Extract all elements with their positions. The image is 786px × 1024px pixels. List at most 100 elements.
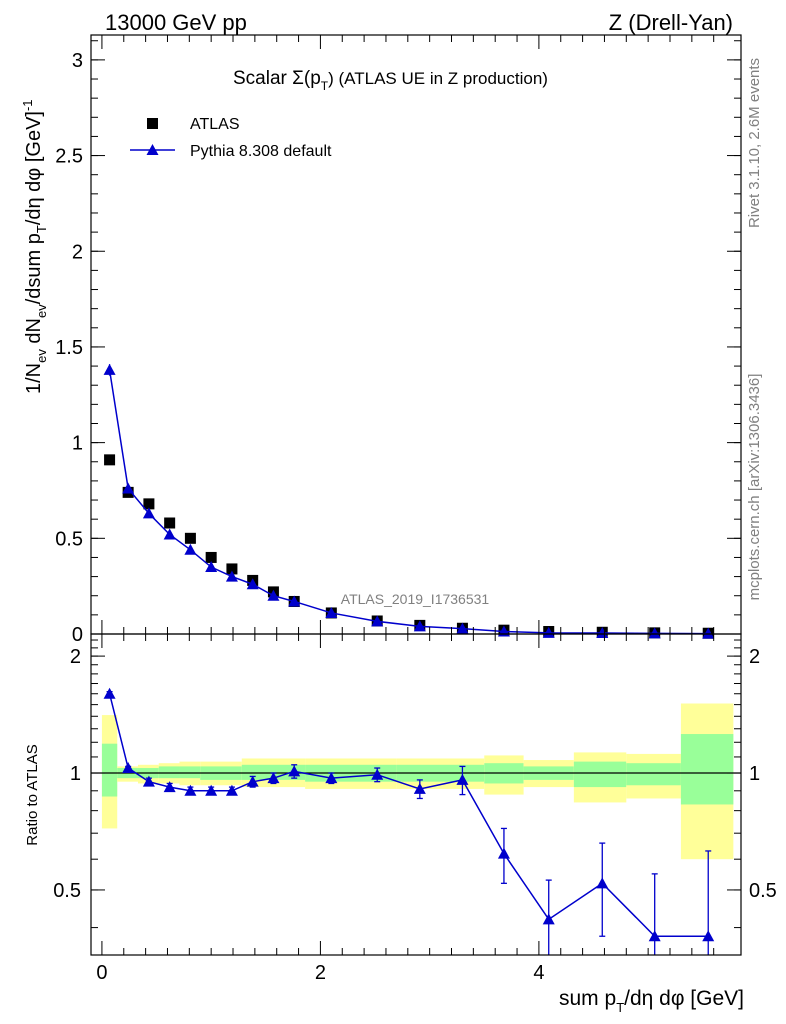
upper-ylabel-g: /dη dφ [GeV] [23, 111, 45, 225]
upper-ylabel-c: dN [23, 318, 45, 349]
legend-atlas-label: ATLAS [190, 116, 240, 133]
ratio-point-2 [142, 775, 155, 787]
ratio-point-16 [596, 877, 609, 889]
mcplots-label: mcplots.cern.ch [arXiv:1306.3436] [746, 374, 763, 601]
pythia-point-7 [246, 578, 259, 590]
pythia-point-9 [288, 595, 301, 607]
atlas-point-0 [104, 454, 116, 466]
upper-frame [90, 34, 742, 635]
pythia-point-5 [205, 561, 218, 573]
uncertainty-bands [91, 703, 741, 860]
xlabel-c: /dη dφ [GeV] [624, 987, 744, 1010]
energy-label: 13000 GeV pp [105, 10, 247, 35]
pythia-point-15 [542, 626, 555, 638]
ratio-point-13 [456, 773, 469, 785]
ratio-point-10 [325, 772, 338, 784]
upper-ytick-label-5: 2.5 [55, 146, 83, 168]
pythia-point-4 [184, 543, 197, 555]
pythia-point-10 [325, 606, 338, 618]
atlas-point-4 [184, 532, 196, 544]
lower-ytick-label-right-1: 1 [749, 763, 760, 785]
lower-ytick-label-1: 1 [70, 763, 81, 785]
ratio-point-1 [122, 762, 135, 774]
ratio-point-5 [205, 784, 218, 796]
ratio-point-4 [184, 784, 197, 796]
lower-frame [90, 633, 742, 956]
xlabel: sum pT/dη dφ [GeV] [559, 987, 744, 1015]
xtick-label-0: 0 [96, 962, 107, 984]
process-label: Z (Drell-Yan) [609, 10, 733, 35]
upper-ytick-label-6: 3 [72, 50, 83, 72]
plot-title: Scalar Σ(pT) (ATLAS UE in Z production) [233, 68, 548, 93]
pythia-point-2 [142, 507, 155, 519]
pythia-point-1 [122, 482, 135, 494]
pythia-point-17 [648, 627, 661, 639]
lower-ylabel: Ratio to ATLAS [24, 744, 41, 845]
ratio-point-3 [163, 781, 176, 793]
upper-ylabel-d: ev [34, 304, 49, 318]
lower-ytick-label-0: 0.5 [53, 880, 81, 902]
upper-ylabel-f: T [34, 225, 49, 233]
ratio-plot-data [103, 687, 715, 955]
ratio-line [108, 693, 709, 937]
band-stat-13 [680, 734, 734, 805]
band-stat-4 [179, 766, 201, 779]
ratio-point-7 [246, 775, 259, 787]
pythia-point-3 [163, 528, 176, 540]
lower-ytick-label-right-2: 2 [749, 646, 760, 668]
legend-pythia-marker [146, 144, 159, 155]
ratio-point-6 [225, 784, 238, 796]
ratio-point-15 [542, 913, 555, 925]
ratio-point-8 [267, 772, 280, 784]
pythia-point-0 [103, 363, 116, 375]
pythia-point-6 [225, 570, 238, 582]
legend: ATLAS Pythia 8.308 default [130, 116, 332, 160]
ratio-point-12 [413, 782, 426, 794]
upper-plot-data [103, 363, 715, 639]
upper-ylabel-a: 1/N [23, 363, 45, 394]
upper-ytick-label-0: 0 [72, 624, 83, 646]
plot-title-rest: ) (ATLAS UE in Z production) [328, 69, 548, 88]
pythia-point-18 [702, 627, 715, 639]
ratio-point-14 [497, 847, 510, 859]
xlabel-a: sum p [559, 987, 616, 1010]
pythia-point-8 [267, 589, 280, 601]
axes: 00.511.522.530 2 40.5 0.51 12 2 [53, 34, 777, 984]
upper-ytick-label-3: 1.5 [55, 337, 83, 359]
upper-ylabel-e: /dsum p [23, 233, 45, 304]
band-stat-12 [626, 763, 681, 786]
legend-pythia-label: Pythia 8.308 default [190, 143, 332, 160]
xtick-label-1: 2 [315, 962, 326, 984]
lower-ytick-label-2: 2 [70, 646, 81, 668]
lower-ytick-label-right-0: 0.5 [749, 880, 777, 902]
atlas-point-2 [143, 498, 155, 510]
ratio-point-9 [288, 765, 301, 777]
upper-ylabel: 1/Nev dNev/dsum pT/dη dφ [GeV]-1 [20, 99, 49, 394]
legend-atlas-marker [147, 118, 158, 129]
ratio-point-18 [702, 930, 715, 942]
band-stat-3 [158, 766, 180, 779]
upper-ytick-label-2: 1 [72, 433, 83, 455]
xtick-label-2: 4 [533, 962, 544, 984]
upper-ylabel-b: ev [34, 349, 49, 363]
pythia-point-13 [456, 622, 469, 634]
analysis-label: ATLAS_2019_I1736531 [341, 591, 490, 607]
plot-title-main: Scalar Σ(p [233, 68, 321, 89]
upper-ytick-label-1: 0.5 [55, 528, 83, 550]
ratio-point-17 [648, 930, 661, 942]
upper-ylabel-h: -1 [20, 99, 35, 111]
upper-ytick-label-4: 2 [72, 241, 83, 263]
ratio-point-11 [371, 768, 384, 780]
ratio-point-0 [103, 687, 116, 699]
band-stat-11 [573, 761, 627, 788]
band-stat-0 [101, 743, 118, 797]
rivet-label: Rivet 3.1.10, 2.6M events [746, 58, 763, 228]
atlas-point-3 [164, 517, 176, 529]
xlabel-b: T [616, 1000, 624, 1015]
plot-title-sub: T [321, 79, 329, 93]
pythia-point-12 [413, 620, 426, 632]
pythia-point-11 [371, 615, 384, 627]
pythia-point-16 [596, 627, 609, 639]
atlas-point-6 [226, 563, 238, 575]
